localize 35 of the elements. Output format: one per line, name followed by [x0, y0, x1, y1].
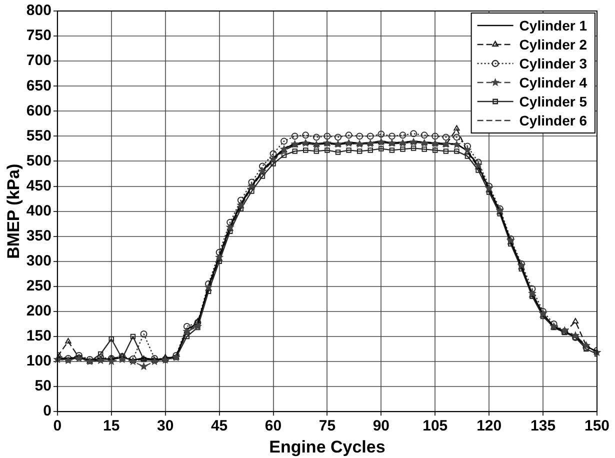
y-tick-label: 0	[43, 402, 52, 420]
y-tick-label: 550	[26, 127, 52, 144]
y-tick-label: 350	[26, 227, 52, 244]
y-tick-label: 200	[26, 302, 52, 320]
legend-label: Cylinder 6	[519, 112, 588, 128]
y-tick-label: 250	[26, 278, 52, 295]
legend-label: Cylinder 4	[519, 74, 588, 90]
legend-label: Cylinder 1	[519, 17, 588, 34]
y-tick-label: 150	[26, 328, 52, 345]
x-axis-title: Engine Cycles	[269, 437, 386, 456]
y-tick-label: 800	[26, 2, 52, 20]
x-tick-label: 15	[103, 418, 120, 435]
x-tick-label: 150	[584, 418, 610, 435]
legend-label: Cylinder 2	[519, 36, 588, 52]
x-tick-label: 75	[318, 418, 336, 435]
y-tick-label: 100	[26, 352, 52, 370]
y-tick-label: 300	[26, 252, 52, 270]
y-tick-label: 400	[26, 202, 52, 220]
legend-label: Cylinder 3	[519, 55, 588, 72]
y-tick-label: 750	[26, 27, 52, 44]
y-tick-label: 450	[26, 177, 52, 194]
x-tick-label: 90	[372, 418, 390, 435]
x-tick-label: 105	[422, 418, 448, 435]
y-tick-label: 600	[26, 102, 52, 120]
y-tick-label: 50	[34, 378, 52, 395]
x-tick-label: 30	[157, 418, 174, 435]
y-tick-label: 700	[26, 52, 52, 70]
legend-label: Cylinder 5	[519, 93, 588, 110]
y-tick-label: 650	[26, 77, 52, 94]
y-axis-title: BMEP (kPa)	[4, 164, 23, 259]
x-tick-label: 45	[210, 418, 228, 435]
y-tick-label: 500	[26, 152, 52, 170]
x-tick-label: 60	[264, 418, 282, 435]
x-tick-label: 135	[530, 418, 556, 435]
x-tick-label: 120	[476, 418, 502, 435]
